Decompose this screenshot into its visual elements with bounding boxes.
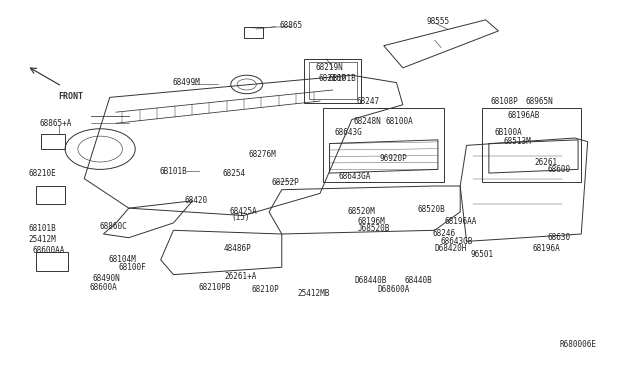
Text: D68420H: D68420H — [435, 244, 467, 253]
Text: FRONT: FRONT — [59, 92, 84, 101]
Text: 68210P: 68210P — [319, 74, 347, 83]
Text: 68630: 68630 — [547, 233, 570, 242]
Text: 68643GB: 68643GB — [441, 237, 473, 246]
Text: 68254: 68254 — [223, 169, 246, 177]
Text: 68100F: 68100F — [118, 263, 146, 272]
Text: 68520B: 68520B — [418, 205, 445, 215]
Text: 68196A: 68196A — [532, 244, 560, 253]
Text: 68513M: 68513M — [504, 137, 531, 146]
Text: 68490N: 68490N — [93, 274, 120, 283]
Text: 68100A: 68100A — [386, 117, 413, 126]
Text: 68210P: 68210P — [252, 285, 280, 294]
Text: 68600A: 68600A — [90, 283, 117, 292]
Text: 68196AB: 68196AB — [508, 111, 540, 121]
Text: 68965N: 68965N — [526, 97, 554, 106]
Text: 68600AA: 68600AA — [33, 246, 65, 255]
Text: 68520M: 68520M — [348, 207, 375, 217]
Text: 68420: 68420 — [184, 196, 207, 205]
Text: 68248N: 68248N — [354, 117, 381, 126]
Text: 68101B: 68101B — [29, 224, 57, 233]
Text: 68499M: 68499M — [172, 78, 200, 87]
Text: 26261+A: 26261+A — [224, 272, 257, 281]
Text: D68440B: D68440B — [355, 276, 387, 285]
Text: 25412MB: 25412MB — [298, 289, 330, 298]
Text: 68425A: 68425A — [230, 207, 257, 217]
Text: 6B101B: 6B101B — [159, 167, 188, 176]
Text: 48486P: 48486P — [223, 244, 251, 253]
Text: 68210PB: 68210PB — [198, 283, 231, 292]
Text: 68600: 68600 — [547, 165, 570, 174]
Text: 68252P: 68252P — [271, 178, 299, 187]
Bar — [323, 109, 444, 182]
Text: J68520B: J68520B — [358, 224, 390, 233]
Bar — [483, 109, 581, 182]
Text: 68196M: 68196M — [357, 217, 385, 225]
Text: 6B100A: 6B100A — [494, 128, 522, 137]
Text: D68600A: D68600A — [377, 285, 410, 294]
Text: 68643GA: 68643GA — [339, 172, 371, 181]
Text: 25412M: 25412M — [29, 235, 57, 244]
Text: 96920P: 96920P — [380, 154, 407, 163]
Text: 68196AA: 68196AA — [444, 217, 476, 225]
Text: 68219N: 68219N — [316, 63, 344, 72]
Text: 68276M: 68276M — [249, 150, 276, 159]
Text: 68246: 68246 — [433, 230, 456, 238]
Text: 68108P: 68108P — [491, 97, 518, 106]
Text: 98555: 98555 — [426, 17, 449, 26]
Text: 68643G: 68643G — [335, 128, 362, 137]
Text: (15): (15) — [231, 213, 250, 222]
Text: R680006E: R680006E — [559, 340, 596, 349]
Text: 68104M: 68104M — [109, 255, 136, 264]
Text: 68247: 68247 — [356, 97, 380, 106]
Text: 26261: 26261 — [534, 157, 558, 167]
Text: 68865: 68865 — [280, 21, 303, 30]
Text: 68440B: 68440B — [405, 276, 433, 285]
Text: 68860C: 68860C — [99, 222, 127, 231]
Text: 68210E: 68210E — [29, 169, 57, 177]
Text: 68865+A: 68865+A — [40, 119, 72, 128]
Text: 6B101B: 6B101B — [328, 74, 356, 83]
Text: 96501: 96501 — [471, 250, 494, 259]
